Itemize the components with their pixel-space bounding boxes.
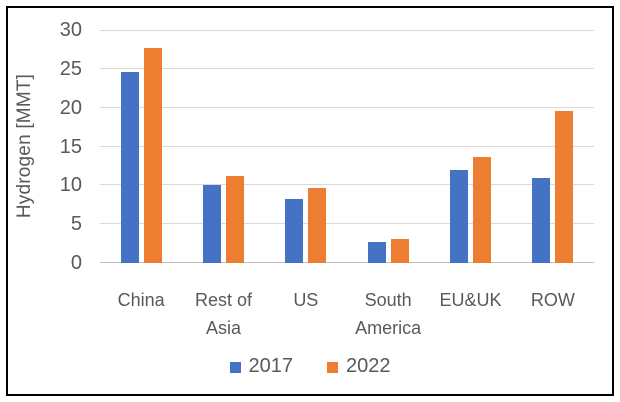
x-category-label-row: ROW <box>530 290 575 310</box>
x-category-label-eu-uk: EU&UK <box>439 290 502 310</box>
bar-2022-china <box>143 47 162 263</box>
gridline-10 <box>100 184 594 186</box>
bar-2017-us <box>285 198 304 263</box>
legend-swatch-2022 <box>327 362 338 373</box>
x-category-label-us: US <box>293 290 319 310</box>
legend-label-2017: 2017 <box>248 355 294 377</box>
x-category-label-south-america: South America <box>355 290 422 338</box>
y-tick-label-20: 20 <box>59 96 82 119</box>
y-tick-label-10: 10 <box>59 174 82 197</box>
chart-border: Hydrogen [MMT] 0 5 10 15 20 25 30 China Rest of… <box>6 6 614 396</box>
legend-item-2017: 2017 <box>229 355 294 378</box>
bar-2017-south-america <box>367 242 386 263</box>
y-tick-label-25: 25 <box>59 57 82 80</box>
bar-2017-china <box>120 71 139 263</box>
bar-2022-south-america <box>390 238 409 263</box>
x-category-label-china: China <box>117 290 165 310</box>
gridline-15 <box>100 145 594 147</box>
bar-2017-rest-of-asia <box>203 185 221 263</box>
legend: 2017 2022 <box>8 355 612 378</box>
y-tick-label-0: 0 <box>70 252 82 274</box>
bar-2017-row <box>532 177 551 263</box>
gridline-25 <box>100 67 594 69</box>
bar-2022-rest-of-asia <box>226 176 244 263</box>
x-category-label-rest-of-asia: Rest of Asia <box>194 290 253 338</box>
y-tick-label-15: 15 <box>59 135 82 158</box>
gridline-5 <box>100 223 594 225</box>
plot-area <box>100 30 594 263</box>
bar-2022-row <box>555 110 574 263</box>
bar-2017-eu-uk <box>450 169 468 263</box>
gridline-20 <box>100 106 594 108</box>
y-tick-label-5: 5 <box>70 213 82 236</box>
x-axis-line <box>100 262 594 263</box>
legend-label-2022: 2022 <box>346 355 391 377</box>
y-tick-label-30: 30 <box>59 19 82 41</box>
gridline-30 <box>100 30 594 31</box>
legend-swatch-2017 <box>229 362 241 373</box>
legend-item-2022: 2022 <box>327 355 391 378</box>
bar-2022-eu-uk <box>473 156 491 263</box>
bar-2022-us <box>308 188 327 263</box>
